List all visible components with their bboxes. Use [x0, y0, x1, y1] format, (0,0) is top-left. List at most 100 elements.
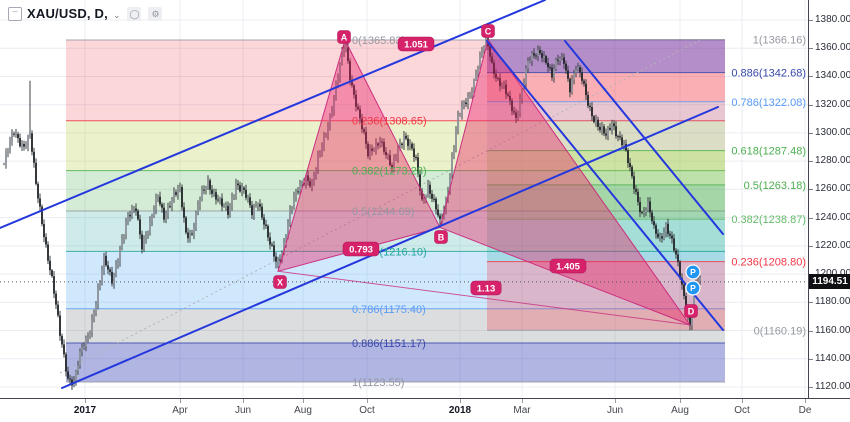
candle-body [3, 163, 5, 165]
candle-body [145, 235, 147, 239]
ascending-channel-lower[interactable] [61, 106, 719, 389]
time-axis-label: Oct [359, 405, 375, 416]
gear-icon-button[interactable]: ⚙ [148, 6, 163, 21]
candle-body [139, 219, 141, 235]
ratio-badge-box [342, 241, 380, 257]
candle-body [215, 192, 217, 200]
time-axis-tick [680, 399, 681, 403]
fib-retracement-2018-high[interactable] [487, 39, 725, 331]
fib-level-label: 0.886(1342.68) [731, 68, 806, 80]
candle-body [355, 94, 357, 107]
candle-body [269, 237, 271, 245]
candle-body [177, 189, 179, 195]
fib-level-label: 0.618(1216.10) [352, 246, 427, 258]
collapse-icon[interactable]: − [8, 6, 22, 21]
position-p-badge[interactable]: P [685, 264, 701, 280]
candle-body [459, 114, 461, 116]
candle-body [235, 183, 237, 196]
pattern-badge-box [273, 275, 287, 289]
pattern-point-badge[interactable]: X [273, 275, 287, 289]
pattern-triangle-bcd[interactable] [439, 38, 692, 326]
circle-icon-button[interactable]: ◯ [127, 6, 142, 21]
candle-body [63, 344, 65, 355]
candle-body [669, 233, 671, 236]
candle-body [525, 68, 527, 84]
candle-body [89, 332, 91, 338]
price-axis-tick [809, 48, 813, 50]
descending-channel-right[interactable] [564, 40, 724, 235]
candle-body [617, 136, 619, 138]
candle-body [379, 141, 381, 146]
time-axis-tick [303, 399, 304, 403]
candle-body [631, 166, 633, 177]
candle-body [279, 259, 281, 261]
descending-channel-left[interactable] [486, 40, 724, 331]
candle-body [665, 223, 667, 233]
p-badge-circle [685, 280, 701, 296]
candle-body [53, 276, 55, 294]
pattern-point-badge[interactable]: A [337, 30, 351, 44]
candle-body [245, 189, 247, 198]
chevron-down-icon[interactable]: ⌄ [112, 9, 121, 20]
candle-body [359, 109, 361, 119]
pattern-point-badge[interactable]: C [481, 24, 495, 38]
price-axis-label: 1240.00 [815, 211, 850, 223]
symbol-title[interactable]: XAU/USD, D, [27, 6, 108, 21]
candle-body [39, 198, 41, 207]
candle-body [349, 61, 351, 81]
candle-body [193, 227, 195, 235]
price-axis-label: 1120.00 [815, 381, 850, 392]
ratio-badge[interactable]: 0.793 [342, 241, 380, 257]
p-badge-circle [685, 264, 701, 280]
time-axis-label: Mar [513, 405, 531, 416]
candle-body [49, 260, 51, 271]
ratio-badge-box [397, 36, 435, 52]
time-axis-label: 2018 [448, 405, 472, 416]
price-axis-tick [809, 104, 813, 106]
candle-body [175, 192, 177, 195]
candle-body [621, 137, 623, 146]
time-axis[interactable]: 2017 Apr Jun Aug Oct 2018 Mar Jun Aug Oct De [0, 398, 850, 422]
candle-body [455, 129, 457, 149]
candle-body [639, 201, 641, 213]
p-badge-text: P [690, 283, 696, 293]
candle-body [323, 136, 325, 147]
candle-body [331, 110, 333, 115]
candle-body [83, 346, 85, 348]
pattern-point-badge[interactable]: D [684, 304, 698, 318]
pattern-point-badge[interactable]: B [434, 230, 448, 244]
candle-body [81, 347, 83, 352]
position-p-badge[interactable]: P [685, 280, 701, 296]
candle-body [507, 94, 509, 96]
ascending-channel-upper[interactable] [0, 0, 546, 229]
ratio-badge[interactable]: 1.405 [549, 258, 587, 274]
fib-level-label: 0(1160.19) [754, 325, 806, 337]
candle-body [125, 222, 127, 236]
candle-body [541, 53, 543, 58]
candle-body [19, 138, 21, 147]
candle-body [209, 180, 211, 190]
candle-body [95, 304, 97, 314]
time-axis-label: Jun [234, 405, 252, 416]
ratio-badge[interactable]: 1.13 [470, 280, 502, 296]
price-axis-tick [809, 20, 813, 21]
price-chart[interactable]: 0(1365.83) 0.236(1308.65) 0.382(1273.28) 0.… [0, 0, 808, 397]
candle-body [579, 67, 581, 73]
price-axis[interactable]: 1194.51 1380.00 1360.00 1340.00 1320.00 1300… [808, 0, 850, 398]
candle-body [573, 72, 575, 81]
candle-body [335, 84, 337, 99]
price-axis-tick [809, 132, 813, 134]
candle-body [305, 175, 307, 185]
price-axis-label: 1140.00 [815, 352, 850, 364]
ratio-badge[interactable]: 1.051 [397, 36, 435, 52]
candle-body [71, 379, 73, 386]
candle-body [227, 205, 229, 215]
price-axis-label: 1320.00 [815, 98, 850, 110]
candle-body [427, 184, 429, 196]
candle-body [659, 236, 661, 238]
candle-body [571, 80, 573, 93]
pattern-line-xd[interactable] [277, 270, 691, 326]
dotted-trendline[interactable] [59, 39, 701, 374]
candle-body [641, 212, 643, 214]
candle-body [471, 92, 473, 95]
